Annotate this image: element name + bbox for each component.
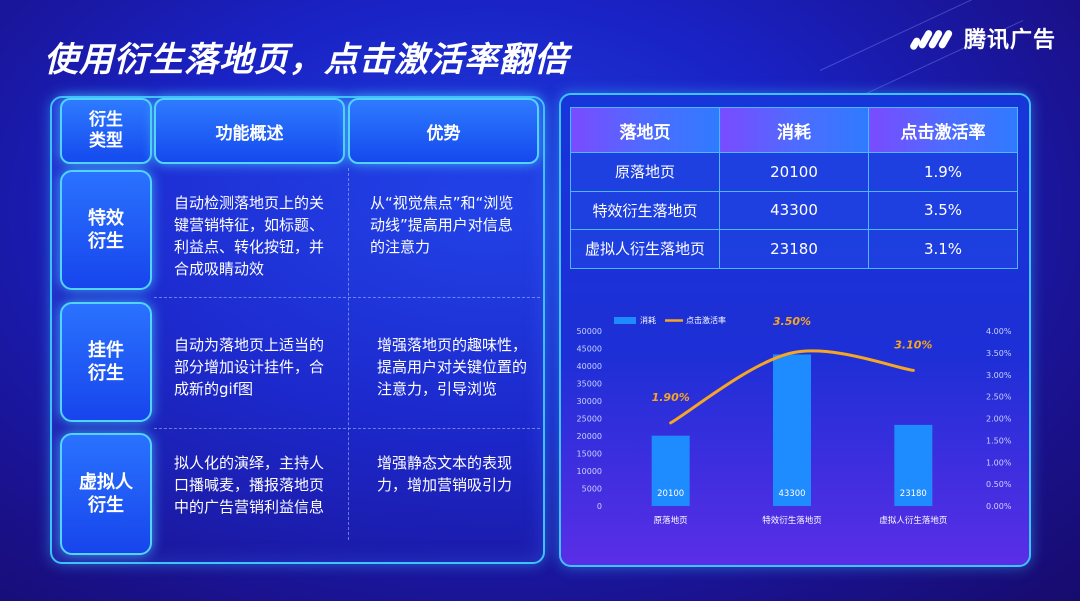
y-tick-label: 15000 xyxy=(577,450,602,459)
y-tick-label: 0 xyxy=(597,502,602,511)
y2-tick-label: 3.50% xyxy=(986,349,1012,358)
y2-tick-label: 1.50% xyxy=(986,436,1012,445)
legend-label: 消耗 xyxy=(640,315,656,325)
row-header-label: 特效衍生 xyxy=(88,208,124,252)
table-cell: 43300 xyxy=(719,190,869,230)
y-tick-label: 35000 xyxy=(577,380,602,389)
y-tick-label: 50000 xyxy=(577,327,602,336)
y-tick-label: 30000 xyxy=(577,397,602,406)
page-title: 使用衍生落地页，点击激活率翻倍 xyxy=(44,40,569,80)
y2-tick-label: 0.50% xyxy=(986,480,1012,489)
table-header-row: 落地页 消耗 点击激活率 xyxy=(570,107,1018,153)
row-header-avatar: 虚拟人衍生 xyxy=(60,433,152,555)
results-table: 落地页 消耗 点击激活率 原落地页 20100 1.9% 特效衍生落地页 433… xyxy=(570,107,1018,269)
table-cell: 虚拟人衍生落地页 xyxy=(570,229,720,269)
y2-tick-label: 0.00% xyxy=(986,502,1012,511)
table-cell: 原落地页 xyxy=(570,152,720,192)
line-value-label: 3.10% xyxy=(894,338,932,351)
function-text: 拟人化的演绎，主持人口播喊麦，播报落地页中的广告营销利益信息 xyxy=(174,454,325,516)
header-type: 衍生类型 xyxy=(60,98,152,164)
legend-swatch-bar xyxy=(614,317,636,324)
logo: 腾讯广告 xyxy=(910,22,1056,54)
row-header-label: 虚拟人衍生 xyxy=(79,472,133,516)
function-text: 自动检测落地页上的关键营销特征，如标题、利益点、转化按钮，并合成吸睛动效 xyxy=(174,194,325,278)
bar xyxy=(894,424,933,506)
function-text: 自动为落地页上适当的部分增加设计挂件，合成新的gif图 xyxy=(174,336,325,398)
table-cell: 23180 xyxy=(719,229,869,269)
column-header: 落地页 xyxy=(570,107,720,153)
x-tick-label: 虚拟人衍生落地页 xyxy=(879,515,947,526)
table-row: 虚拟人衍生落地页 23180 3.1% xyxy=(570,229,1018,269)
header-advantage: 优势 xyxy=(348,98,539,164)
row-header-widget: 挂件衍生 xyxy=(60,302,152,422)
line-value-label: 1.90% xyxy=(652,391,690,404)
advantage-text: 增强静态文本的表现力，增加营销吸引力 xyxy=(377,454,513,494)
table-row: 原落地页 20100 1.9% xyxy=(570,152,1018,192)
y2-tick-label: 2.50% xyxy=(986,393,1012,402)
column-divider xyxy=(348,168,349,540)
header-type-label: 衍生类型 xyxy=(89,110,123,151)
bar-value-label: 43300 xyxy=(778,489,805,499)
row-header-label: 挂件衍生 xyxy=(88,340,124,384)
header-function: 功能概述 xyxy=(154,98,345,164)
column-header: 点击激活率 xyxy=(868,107,1018,153)
y-tick-label: 25000 xyxy=(577,415,602,424)
series-line xyxy=(669,349,915,425)
y-tick-label: 5000 xyxy=(582,485,602,494)
table-cell: 20100 xyxy=(719,152,869,192)
bar-value-label: 23180 xyxy=(900,489,927,499)
tencent-ads-logo-icon xyxy=(910,30,953,50)
combo-chart: 消耗 点击激活率 0 5000 10000 15000 20000 25000 30000 350… xyxy=(577,315,1012,526)
y-tick-label: 20000 xyxy=(577,432,602,441)
table-row: 特效衍生落地页 43300 3.5% xyxy=(570,190,1018,230)
table-cell: 1.9% xyxy=(868,152,1018,192)
y-tick-label: 45000 xyxy=(577,345,602,354)
y2-tick-label: 1.00% xyxy=(986,458,1012,467)
y2-tick-label: 4.00% xyxy=(986,327,1012,336)
y2-tick-label: 2.00% xyxy=(986,415,1012,424)
row-header-effect: 特效衍生 xyxy=(60,170,152,290)
y-tick-label: 10000 xyxy=(577,467,602,476)
y-tick-label: 40000 xyxy=(577,362,602,371)
logo-text: 腾讯广告 xyxy=(963,28,1056,53)
advantage-text: 从“视觉焦点”和“浏览动线”提高用户对信息的注意力 xyxy=(370,194,514,256)
column-header: 消耗 xyxy=(719,107,869,153)
row-divider xyxy=(154,428,540,429)
x-tick-label: 原落地页 xyxy=(654,515,688,526)
bar xyxy=(651,435,690,506)
legend-label: 点击激活率 xyxy=(686,315,726,325)
table-cell: 3.5% xyxy=(868,190,1018,230)
x-tick-label: 特效衍生落地页 xyxy=(762,515,822,526)
table-cell: 特效衍生落地页 xyxy=(570,190,720,230)
line-value-label: 3.50% xyxy=(773,315,811,328)
advantage-text: 增强落地页的趣味性，提高用户对关键位置的注意力，引导浏览 xyxy=(377,336,528,398)
row-divider xyxy=(154,297,540,298)
table-cell: 3.1% xyxy=(868,229,1018,269)
y2-tick-label: 3.00% xyxy=(986,371,1012,380)
bar xyxy=(773,354,811,506)
bar-value-label: 20100 xyxy=(657,489,684,499)
